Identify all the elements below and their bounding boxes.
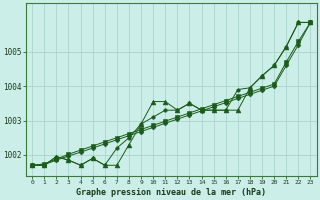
X-axis label: Graphe pression niveau de la mer (hPa): Graphe pression niveau de la mer (hPa) (76, 188, 266, 197)
